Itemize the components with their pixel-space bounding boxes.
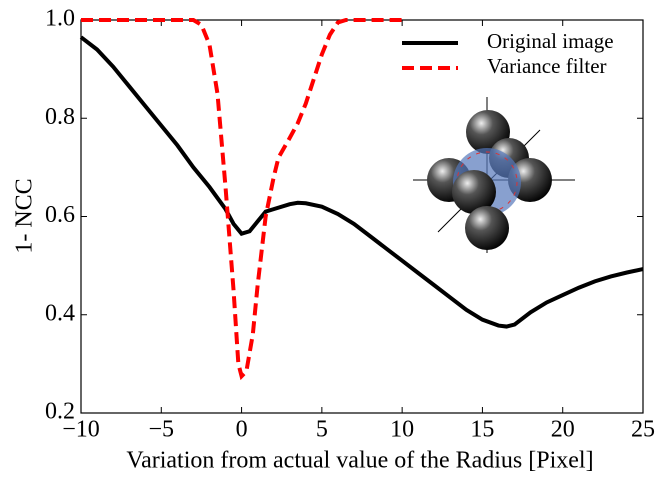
x-tick-label: 5: [316, 417, 328, 443]
y-tick-label: 0.4: [45, 300, 75, 326]
x-axis-label: Variation from actual value of the Radiu…: [126, 448, 593, 474]
plot-frame: [80, 19, 644, 414]
x-tick-label: 10: [390, 417, 414, 443]
x-tick-label: 25: [631, 417, 655, 443]
y-axis-label: 1- NCC: [12, 178, 38, 253]
legend-label: Original image: [487, 29, 614, 53]
y-tick-label: 0.2: [45, 399, 75, 425]
x-tick-label: 15: [470, 417, 494, 443]
data-line: [81, 18, 403, 381]
y-tick-label: 0.8: [45, 104, 75, 130]
x-tick-label: −5: [149, 417, 175, 443]
legend-label: Variance filter: [487, 54, 607, 78]
x-tick-label: 0: [236, 417, 248, 443]
x-tick-label: −10: [62, 417, 100, 443]
data-line: [79, 35, 644, 329]
inset-diagram: [413, 97, 575, 253]
y-tick-label: 1.0: [45, 6, 75, 32]
y-tick-label: 0.6: [45, 202, 75, 228]
x-tick-label: 20: [551, 417, 575, 443]
